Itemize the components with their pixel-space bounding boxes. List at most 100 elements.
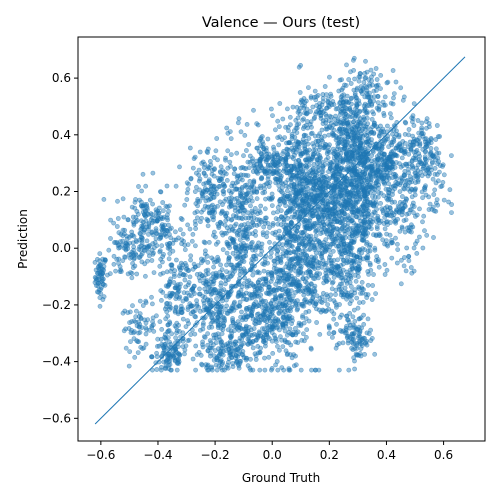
data-point xyxy=(298,63,303,68)
data-point xyxy=(173,183,179,189)
data-point xyxy=(369,297,375,302)
data-point xyxy=(321,222,327,228)
data-point xyxy=(236,116,242,122)
data-point xyxy=(212,274,218,280)
data-point xyxy=(345,159,351,165)
data-point xyxy=(182,247,188,253)
data-point xyxy=(187,145,193,151)
data-point xyxy=(298,367,304,373)
data-point xyxy=(389,255,395,261)
data-point xyxy=(275,343,280,349)
data-point xyxy=(326,148,331,153)
data-point xyxy=(180,298,186,304)
data-point xyxy=(238,129,244,135)
data-point xyxy=(143,331,149,337)
data-point xyxy=(172,229,178,235)
data-point xyxy=(316,247,322,252)
data-point xyxy=(362,120,367,126)
data-points xyxy=(92,55,454,373)
data-point xyxy=(441,172,447,178)
data-point xyxy=(131,255,137,261)
data-point xyxy=(134,338,140,344)
data-point xyxy=(243,166,249,171)
data-point xyxy=(448,153,454,158)
data-point xyxy=(151,328,157,334)
data-point xyxy=(355,305,361,311)
data-point xyxy=(397,199,403,205)
data-point xyxy=(323,277,329,283)
data-point xyxy=(194,215,200,221)
data-point xyxy=(340,218,345,224)
data-point xyxy=(230,303,236,309)
data-point xyxy=(317,295,323,301)
data-point xyxy=(192,154,198,160)
data-point xyxy=(231,183,237,189)
data-point xyxy=(266,284,272,290)
data-point xyxy=(167,294,173,300)
data-point xyxy=(367,248,373,254)
data-point xyxy=(278,208,284,213)
data-point xyxy=(163,233,169,239)
data-point xyxy=(420,245,426,251)
data-point xyxy=(404,245,410,251)
data-point xyxy=(166,241,172,246)
data-point xyxy=(206,239,212,245)
data-point xyxy=(272,127,278,133)
data-point xyxy=(160,208,166,214)
data-point xyxy=(401,185,406,191)
data-point xyxy=(149,294,154,300)
data-point xyxy=(168,268,174,274)
data-point xyxy=(250,316,256,322)
data-point xyxy=(324,273,330,279)
data-point xyxy=(192,210,198,216)
data-point xyxy=(205,331,210,337)
data-point xyxy=(286,366,292,371)
data-point xyxy=(165,322,171,328)
data-point xyxy=(250,219,256,225)
data-point xyxy=(270,113,275,118)
data-point xyxy=(318,155,323,161)
data-point xyxy=(136,255,142,261)
data-point xyxy=(193,226,198,231)
data-point xyxy=(242,268,248,274)
data-point xyxy=(309,367,314,373)
data-point xyxy=(369,185,374,190)
data-point xyxy=(259,248,265,254)
data-point xyxy=(358,142,363,148)
data-point xyxy=(157,189,163,194)
data-point xyxy=(384,267,390,273)
data-point xyxy=(265,136,271,142)
data-point xyxy=(192,322,198,328)
data-point xyxy=(300,204,306,209)
data-point xyxy=(367,242,373,248)
data-point xyxy=(150,319,155,325)
data-point xyxy=(272,232,278,237)
data-point xyxy=(135,350,141,355)
data-point xyxy=(384,231,389,237)
data-point xyxy=(198,260,204,266)
data-point xyxy=(273,296,279,301)
data-point xyxy=(158,271,163,277)
data-point xyxy=(365,210,371,216)
data-point xyxy=(149,258,155,263)
data-point xyxy=(276,228,282,234)
data-point xyxy=(352,143,358,148)
data-point xyxy=(408,229,414,235)
data-point xyxy=(241,296,246,302)
data-point xyxy=(319,173,325,179)
data-point xyxy=(270,222,276,228)
data-point xyxy=(239,336,245,342)
data-point xyxy=(331,311,337,317)
data-point xyxy=(320,163,326,169)
data-point xyxy=(289,214,295,220)
data-point xyxy=(164,269,170,275)
data-point xyxy=(189,238,195,244)
data-point xyxy=(351,119,357,125)
data-point xyxy=(337,126,342,132)
data-point xyxy=(289,180,295,186)
data-point xyxy=(303,309,309,315)
data-point xyxy=(211,264,216,270)
data-point xyxy=(339,131,345,137)
data-point xyxy=(142,227,148,233)
data-point xyxy=(318,178,324,183)
